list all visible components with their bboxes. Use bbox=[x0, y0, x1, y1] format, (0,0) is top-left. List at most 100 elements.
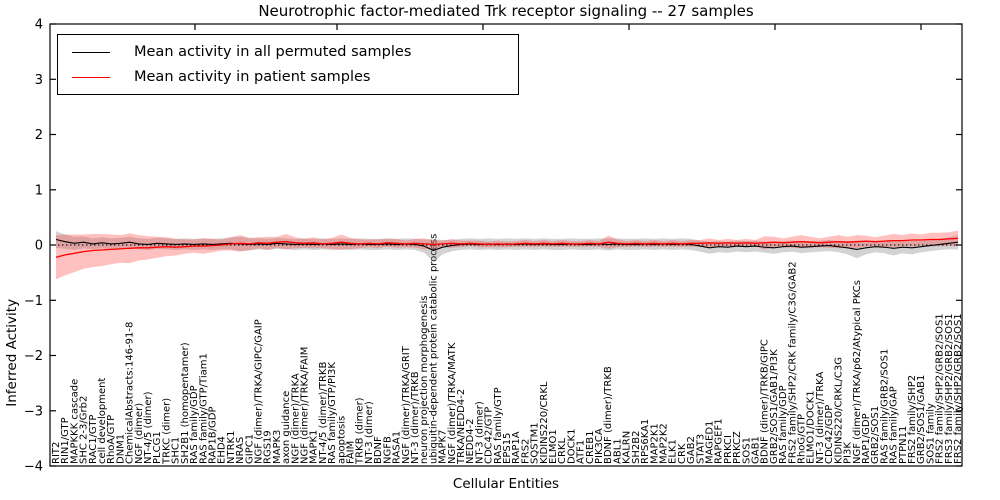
legend-entry-permuted: Mean activity in all permuted samples bbox=[58, 44, 518, 60]
svg-text:NT-3 (dimer)/TRKB: NT-3 (dimer)/TRKB bbox=[410, 371, 421, 464]
svg-text:DNM1: DNM1 bbox=[115, 434, 126, 464]
svg-text:EPS15: EPS15 bbox=[502, 433, 513, 464]
svg-text:apoptosis: apoptosis bbox=[336, 416, 347, 464]
svg-text:RIT2: RIT2 bbox=[51, 442, 62, 464]
svg-text:NGF (dimer)/TRKA/MATK: NGF (dimer)/TRKA/MATK bbox=[447, 342, 458, 464]
svg-text:GIPC1: GIPC1 bbox=[244, 434, 255, 464]
svg-text:RAS family/GTP/Tiam1: RAS family/GTP/Tiam1 bbox=[198, 353, 209, 464]
svg-text:EHD4: EHD4 bbox=[217, 436, 228, 464]
svg-text:NGFB: NGFB bbox=[382, 436, 393, 464]
svg-text:RAC1/GTP: RAC1/GTP bbox=[88, 415, 99, 464]
svg-text:ubiquitin-dependent protein ca: ubiquitin-dependent protein catabolic pr… bbox=[428, 234, 439, 464]
svg-text:NGF (dimer)/TRKA: NGF (dimer)/TRKA bbox=[290, 373, 301, 464]
svg-text:cell development: cell development bbox=[97, 378, 108, 464]
svg-text:RAS family/GAP: RAS family/GAP bbox=[889, 386, 900, 464]
svg-text:FRS2 family/SHP2/GRB2/SOS1: FRS2 family/SHP2/GRB2/SOS1 bbox=[935, 313, 946, 464]
svg-text:1: 1 bbox=[35, 183, 43, 198]
svg-text:GAB2: GAB2 bbox=[686, 436, 697, 464]
svg-text:−1: −1 bbox=[24, 294, 43, 309]
svg-text:RPS6KA1: RPS6KA1 bbox=[640, 419, 651, 464]
svg-text:MAPKKK cascade: MAPKKK cascade bbox=[69, 379, 80, 464]
svg-text:3: 3 bbox=[35, 73, 43, 88]
svg-text:RAS family/GTP/PI3K: RAS family/GTP/PI3K bbox=[327, 362, 338, 464]
svg-text:MAP2K2: MAP2K2 bbox=[659, 423, 670, 464]
svg-text:SH2B2: SH2B2 bbox=[631, 431, 642, 464]
legend-entry-patient: Mean activity in patient samples bbox=[58, 69, 518, 85]
svg-text:NEDD4-2: NEDD4-2 bbox=[465, 418, 476, 464]
svg-text:CRK: CRK bbox=[677, 443, 688, 464]
svg-text:MAPK1: MAPK1 bbox=[309, 430, 320, 464]
svg-text:MAP2K1: MAP2K1 bbox=[649, 423, 660, 464]
svg-text:ELK1: ELK1 bbox=[668, 439, 679, 464]
svg-text:RIN1/GTP: RIN1/GTP bbox=[60, 417, 71, 464]
svg-text:MAPK7: MAPK7 bbox=[438, 430, 449, 464]
svg-text:RAS family/GTP: RAS family/GTP bbox=[493, 387, 504, 464]
svg-text:KIDINS220/CRKL/C3G: KIDINS220/CRKL/C3G bbox=[833, 357, 844, 464]
svg-text:ATF1: ATF1 bbox=[576, 440, 587, 464]
svg-text:NGF (dimer)/TRKA/FAIM: NGF (dimer)/TRKA/FAIM bbox=[300, 347, 311, 464]
svg-text:GRB2/SOS1/GAB1/PI3K: GRB2/SOS1/GAB1/PI3K bbox=[769, 349, 780, 464]
svg-text:ELMO1: ELMO1 bbox=[548, 429, 559, 464]
svg-text:NT-3 (dimer): NT-3 (dimer) bbox=[364, 401, 375, 464]
svg-text:KIDINS220/CRKL: KIDINS220/CRKL bbox=[539, 381, 550, 464]
y-axis-label: Inferred Activity bbox=[4, 298, 20, 407]
svg-text:TRKA/NEDD4-2: TRKA/NEDD4-2 bbox=[456, 389, 467, 465]
svg-text:NT-4/5 (dimer)/TRKB: NT-4/5 (dimer)/TRKB bbox=[318, 362, 329, 464]
svg-text:SH2B1 (homopentamer): SH2B1 (homopentamer) bbox=[180, 342, 191, 464]
svg-text:RAP1A: RAP1A bbox=[511, 431, 522, 464]
svg-text:BDNF (dimer)/TRKB/GIPC: BDNF (dimer)/TRKB/GIPC bbox=[760, 339, 771, 464]
svg-text:KALRN: KALRN bbox=[622, 431, 633, 464]
svg-text:FRS2 family/SHP2: FRS2 family/SHP2 bbox=[907, 375, 918, 464]
svg-text:SHC 2-3/Grb2: SHC 2-3/Grb2 bbox=[79, 396, 90, 464]
svg-text:ABL1: ABL1 bbox=[612, 438, 623, 464]
svg-text:NGF (dimer): NGF (dimer) bbox=[134, 403, 145, 464]
svg-text:NGF (dimer)/TRKA/GRIT: NGF (dimer)/TRKA/GRIT bbox=[401, 345, 412, 464]
svg-text:PTPN11: PTPN11 bbox=[898, 426, 909, 464]
svg-text:−2: −2 bbox=[24, 349, 43, 364]
svg-text:MAGED1: MAGED1 bbox=[705, 421, 716, 464]
svg-text:RAP1/GDP: RAP1/GDP bbox=[861, 413, 872, 464]
svg-text:RhoA/GTP: RhoA/GTP bbox=[106, 415, 117, 464]
legend-label-permuted: Mean activity in all permuted samples bbox=[134, 44, 412, 60]
svg-text:RAS family/GDP: RAS family/GDP bbox=[778, 385, 789, 464]
svg-text:PRKCZ: PRKCZ bbox=[732, 431, 743, 464]
permuted-line-sample bbox=[72, 51, 110, 53]
svg-text:FRS2: FRS2 bbox=[520, 439, 531, 464]
svg-text:TRKC (dimer): TRKC (dimer) bbox=[161, 398, 172, 465]
svg-text:FRS2 family/SHP2/GRB2/SOS1: FRS2 family/SHP2/GRB2/SOS1 bbox=[953, 313, 964, 464]
svg-text:NGF (dimer)/TRKA/p62/Atypical: NGF (dimer)/TRKA/p62/Atypical PKCs bbox=[852, 280, 863, 464]
svg-text:CDC42/GTP: CDC42/GTP bbox=[484, 407, 495, 464]
svg-text:RAS family/GRB2/SOS1: RAS family/GRB2/SOS1 bbox=[879, 349, 890, 464]
svg-text:4: 4 bbox=[35, 18, 43, 33]
svg-text:ChemicalAbstracts:146-91-8: ChemicalAbstracts:146-91-8 bbox=[125, 322, 136, 464]
svg-text:RAPGEF1: RAPGEF1 bbox=[714, 418, 725, 464]
svg-text:TRKB (dimer): TRKB (dimer) bbox=[355, 397, 366, 465]
svg-text:STAT3: STAT3 bbox=[695, 434, 706, 464]
svg-text:GAB1: GAB1 bbox=[751, 436, 762, 464]
legend-label-patient: Mean activity in patient samples bbox=[134, 69, 371, 85]
svg-text:SHC1: SHC1 bbox=[171, 437, 182, 464]
svg-text:neuron projection morphogenesi: neuron projection morphogenesis bbox=[419, 296, 430, 464]
legend: Mean activity in all permuted samples Me… bbox=[57, 34, 519, 95]
svg-text:CDC42/GDP: CDC42/GDP bbox=[824, 405, 835, 464]
svg-text:RASA1: RASA1 bbox=[392, 431, 403, 464]
x-axis-label: Cellular Entities bbox=[452, 476, 560, 492]
svg-text:SOS1 family: SOS1 family bbox=[925, 403, 936, 464]
svg-text:PLCG1: PLCG1 bbox=[152, 431, 163, 464]
svg-text:NT-4/5 (dimer): NT-4/5 (dimer) bbox=[143, 391, 154, 464]
svg-text:CRKL: CRKL bbox=[557, 438, 568, 464]
svg-text:2: 2 bbox=[35, 128, 43, 143]
svg-text:FAIM: FAIM bbox=[346, 441, 357, 464]
svg-text:NTRK1: NTRK1 bbox=[226, 431, 237, 464]
svg-text:GRB2/SOS1: GRB2/SOS1 bbox=[870, 406, 881, 464]
svg-text:0: 0 bbox=[35, 239, 43, 254]
svg-text:NT-3 (dimer)/TRKA: NT-3 (dimer)/TRKA bbox=[815, 371, 826, 464]
svg-text:RAP1B/GDP: RAP1B/GDP bbox=[208, 407, 219, 465]
svg-text:NRAS: NRAS bbox=[235, 437, 246, 464]
svg-text:FRS2 family/SHP2/CRK family/C3: FRS2 family/SHP2/CRK family/C3G/GAB2 bbox=[787, 261, 798, 464]
svg-text:RGS19: RGS19 bbox=[263, 430, 274, 464]
patient-line-sample bbox=[72, 76, 110, 78]
svg-text:NGF (dimer)/TRKA/GIPC/GAIP: NGF (dimer)/TRKA/GIPC/GAIP bbox=[254, 319, 265, 464]
chart-title: Neurotrophic factor-mediated Trk recepto… bbox=[258, 2, 754, 20]
